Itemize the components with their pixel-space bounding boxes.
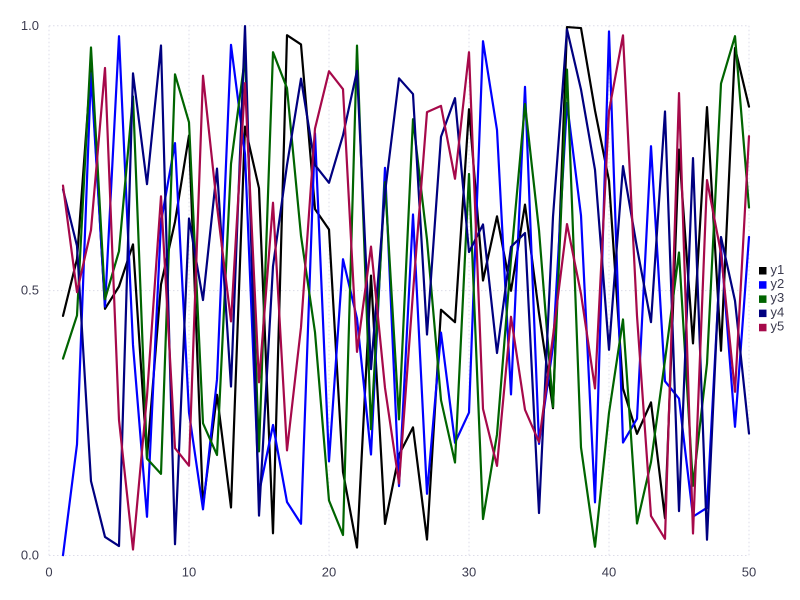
- svg-text:y4: y4: [771, 304, 785, 319]
- svg-text:10: 10: [182, 565, 196, 580]
- svg-text:0.5: 0.5: [21, 283, 39, 298]
- svg-text:40: 40: [602, 565, 616, 580]
- svg-text:0: 0: [45, 565, 52, 580]
- svg-text:20: 20: [322, 565, 336, 580]
- svg-text:1.0: 1.0: [21, 18, 39, 33]
- svg-text:30: 30: [462, 565, 476, 580]
- svg-text:y3: y3: [771, 290, 785, 305]
- svg-text:y2: y2: [771, 276, 785, 291]
- svg-text:50: 50: [742, 565, 756, 580]
- svg-text:0.0: 0.0: [21, 548, 39, 563]
- svg-text:y1: y1: [771, 262, 785, 277]
- svg-text:y5: y5: [771, 319, 785, 334]
